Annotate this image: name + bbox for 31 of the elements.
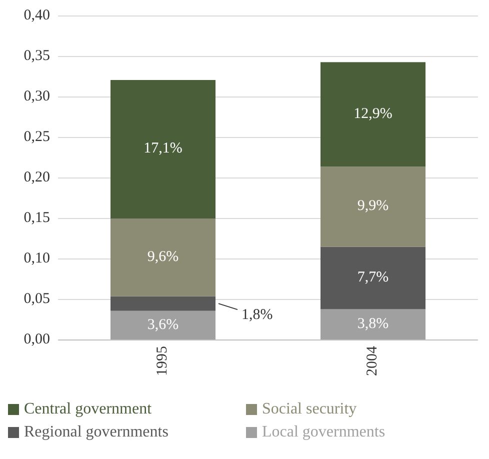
x-tick-label: 2004 [364,346,380,376]
y-tick-label: 0,25 [24,128,50,145]
legend-label: Regional governments [24,424,168,441]
data-label: 17,1% [144,140,182,157]
y-tick-label: 0,35 [24,48,50,64]
y-tick-label: 0,30 [24,88,50,104]
bar [320,62,426,167]
y-tick-label: 0,10 [24,250,50,266]
bar [320,166,426,247]
legend-label: Social security [262,400,357,418]
y-tick-label: 0,05 [24,290,50,307]
bar [110,218,216,296]
data-label: 1,8% [242,306,273,323]
bar [320,309,426,340]
y-tick-label: 0,00 [24,331,50,348]
y-tick-label: 0,40 [24,7,50,24]
data-label: 9,9% [357,198,389,214]
y-tick-label: 0,20 [24,169,50,186]
bar [110,80,216,218]
data-label: 9,6% [147,248,179,265]
legend-label: Central government [24,400,152,418]
data-label: 3,8% [357,316,389,332]
bar [110,310,216,340]
data-label: 12,9% [354,106,392,122]
data-label: 7,7% [357,269,389,286]
x-tick-label: 1995 [154,346,170,376]
bar [320,246,426,310]
y-tick-label: 0,15 [24,210,50,226]
bar [110,296,216,311]
legend-label: Local governments [262,424,386,441]
data-label: 3,6% [147,316,179,333]
